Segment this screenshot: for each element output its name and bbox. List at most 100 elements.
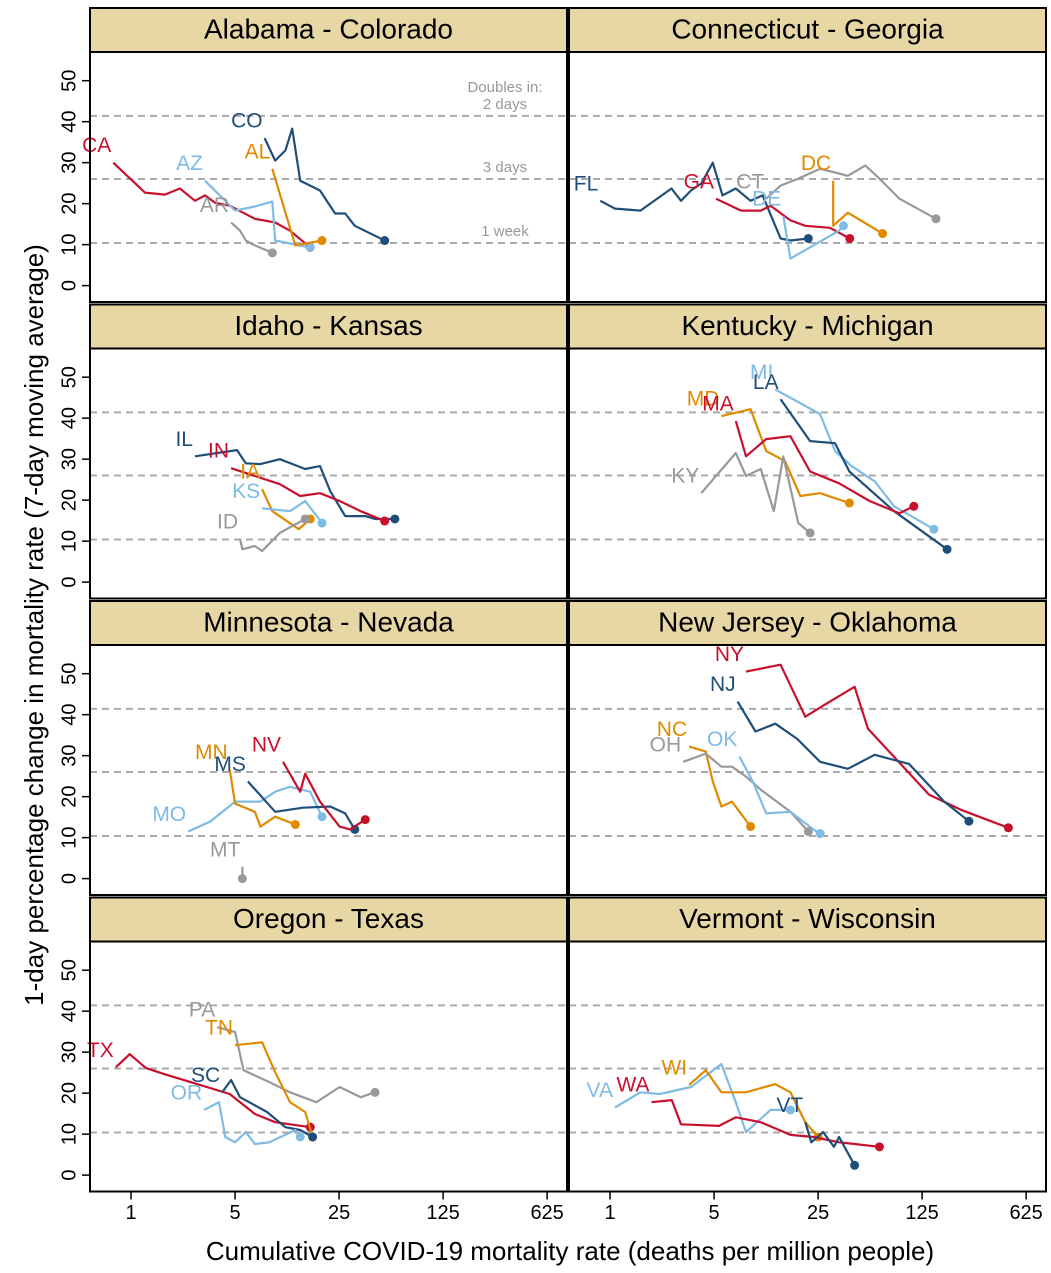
x-tick-label: 1 bbox=[604, 1202, 615, 1224]
reference-label: 1 week bbox=[481, 223, 529, 240]
panel-strip bbox=[89, 303, 568, 350]
panel-strip bbox=[568, 303, 1047, 350]
series-label: IA bbox=[240, 461, 260, 484]
panel-strip bbox=[89, 7, 568, 53]
series-line bbox=[230, 221, 273, 254]
series-label: IL bbox=[175, 428, 193, 451]
series-label: NJ bbox=[710, 673, 736, 696]
series-label: TN bbox=[205, 1017, 233, 1040]
panel-title: Vermont - Wisconsin bbox=[679, 903, 936, 934]
series-label: MO bbox=[152, 803, 186, 826]
series-line bbox=[651, 1098, 880, 1148]
series-line bbox=[779, 398, 948, 551]
y-tick-label: 30 bbox=[58, 152, 80, 174]
series-label: AL bbox=[245, 140, 271, 163]
series-label: FL bbox=[574, 172, 599, 195]
end-point bbox=[845, 233, 855, 243]
plot-frame bbox=[568, 644, 1047, 896]
end-point bbox=[317, 236, 327, 246]
y-tick-label: 10 bbox=[58, 826, 80, 848]
series-line bbox=[271, 168, 323, 247]
series-line bbox=[734, 420, 915, 515]
end-point bbox=[803, 826, 813, 836]
y-tick-label: 50 bbox=[58, 70, 80, 92]
y-tick-label: 30 bbox=[58, 1041, 80, 1063]
end-point bbox=[878, 229, 888, 239]
end-point bbox=[844, 498, 854, 508]
series-line bbox=[247, 780, 356, 830]
y-tick-label: 40 bbox=[58, 111, 80, 133]
x-tick-label: 1 bbox=[125, 1202, 136, 1224]
end-point bbox=[290, 820, 300, 830]
series-label: MS bbox=[214, 753, 246, 776]
series-line bbox=[599, 161, 809, 242]
panel-title: Oregon - Texas bbox=[233, 903, 424, 934]
y-tick-label: 10 bbox=[58, 530, 80, 552]
series-line bbox=[238, 518, 306, 553]
series-label: CA bbox=[82, 134, 111, 157]
end-point bbox=[815, 829, 825, 839]
series-label: OK bbox=[707, 728, 737, 751]
series-label: AR bbox=[200, 194, 229, 217]
series-line bbox=[221, 1078, 314, 1138]
plot-frame bbox=[568, 940, 1047, 1193]
y-tick-label: 20 bbox=[58, 193, 80, 215]
end-point bbox=[317, 518, 327, 528]
end-point bbox=[295, 1132, 305, 1142]
series-label: CO bbox=[231, 110, 263, 133]
end-point bbox=[267, 248, 277, 258]
series-line bbox=[715, 197, 851, 240]
series-line bbox=[700, 451, 811, 534]
panel-strip bbox=[89, 896, 568, 943]
panel-strip bbox=[568, 7, 1047, 53]
series-line bbox=[228, 769, 296, 828]
series-line bbox=[112, 161, 311, 249]
panel-title: New Jersey - Oklahoma bbox=[658, 606, 957, 637]
series-line bbox=[765, 164, 937, 220]
series-line bbox=[187, 785, 323, 833]
end-point bbox=[300, 514, 310, 524]
series-line bbox=[804, 1121, 856, 1166]
series-line bbox=[261, 499, 323, 524]
panel-title: Kentucky - Michigan bbox=[681, 310, 933, 341]
series-label: MD bbox=[687, 388, 720, 411]
series-label: NY bbox=[715, 643, 744, 666]
x-tick-label: 125 bbox=[905, 1202, 938, 1224]
series-line bbox=[721, 408, 850, 505]
x-tick-label: 125 bbox=[426, 1202, 459, 1224]
end-point bbox=[964, 816, 974, 826]
end-point bbox=[370, 1087, 380, 1097]
y-tick-label: 0 bbox=[58, 280, 80, 291]
series-label: KS bbox=[232, 480, 260, 503]
end-point bbox=[931, 214, 941, 224]
x-tick-label: 5 bbox=[708, 1202, 719, 1224]
end-point bbox=[360, 815, 370, 825]
series-line bbox=[782, 215, 845, 260]
series-label: GA bbox=[684, 170, 714, 193]
panel-title: Idaho - Kansas bbox=[234, 310, 422, 341]
series-label: SC bbox=[191, 1064, 220, 1087]
y-tick-label: 0 bbox=[58, 577, 80, 588]
series-label: NC bbox=[657, 718, 687, 741]
end-point bbox=[308, 1132, 318, 1142]
y-tick-label: 40 bbox=[58, 1000, 80, 1022]
reference-label: 3 days bbox=[483, 159, 527, 176]
y-axis-label: 1-day percentage change in mortality rat… bbox=[19, 244, 49, 1006]
plot-frame bbox=[89, 51, 568, 303]
series-line bbox=[203, 1101, 302, 1146]
series-label: NV bbox=[252, 733, 281, 756]
series-label: MN bbox=[195, 741, 228, 764]
y-tick-label: 40 bbox=[58, 704, 80, 726]
end-point bbox=[390, 514, 400, 524]
end-point bbox=[909, 501, 919, 511]
series-label: PA bbox=[189, 999, 215, 1022]
series-label: MT bbox=[210, 838, 240, 861]
series-line bbox=[682, 752, 810, 833]
series-label: VA bbox=[587, 1079, 613, 1102]
y-tick-label: 30 bbox=[58, 448, 80, 470]
end-point bbox=[380, 516, 390, 526]
series-line bbox=[738, 755, 821, 835]
panel-strip bbox=[568, 896, 1047, 943]
end-point bbox=[805, 528, 815, 538]
panel-title: Minnesota - Nevada bbox=[203, 606, 454, 637]
